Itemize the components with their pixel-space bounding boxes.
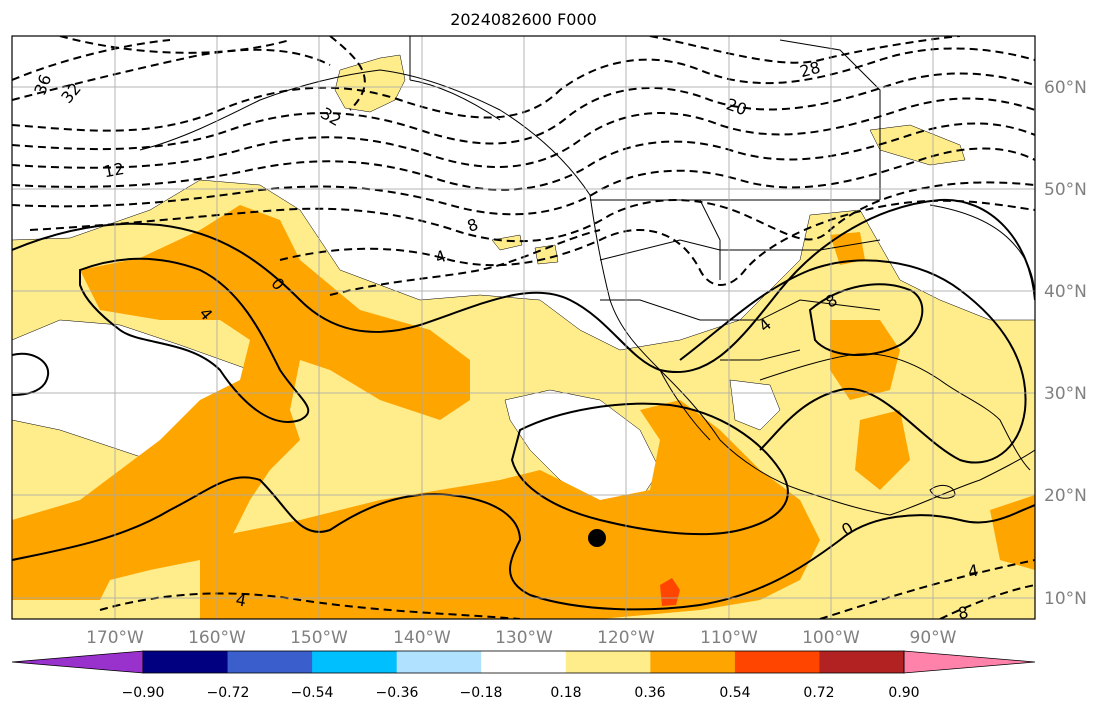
colorbar-segment (481, 651, 567, 673)
contour-label: 8 (957, 603, 970, 623)
colorbar-tick-label: 0.72 (803, 685, 834, 701)
colorbar-tick-label: 0.90 (888, 685, 919, 701)
colorbar-segment (312, 651, 398, 673)
lon-label: 120°W (597, 628, 655, 648)
orange-gulf (855, 410, 910, 490)
colorbar-ticks: −0.90 −0.72 −0.54 −0.36 −0.18 0.18 0.36 … (122, 685, 920, 701)
coastlines (139, 36, 1035, 516)
lon-label: 160°W (188, 628, 246, 648)
map-frame (11, 35, 1036, 620)
orange-north (12, 205, 470, 600)
contour-label: 12 (102, 159, 125, 181)
lat-label: 10°N (1044, 589, 1087, 609)
contour-label: 4 (967, 561, 980, 581)
storm-center-marker (588, 529, 606, 547)
lat-label: 60°N (1044, 78, 1087, 98)
lat-label: 50°N (1044, 180, 1087, 200)
lon-label: 100°W (802, 628, 860, 648)
lon-label: 110°W (700, 628, 758, 648)
colorbar-tick-label: 0.18 (550, 685, 581, 701)
colorbar-tick-label: 0.36 (634, 685, 665, 701)
gridlines (12, 36, 1035, 619)
colorbar-tick-label: −0.90 (122, 685, 165, 701)
colorbar-tick-label: −0.36 (376, 685, 419, 701)
colorbar-tick-label: −0.72 (207, 685, 250, 701)
orange-carib (990, 495, 1035, 570)
colorbar-segment (650, 651, 736, 673)
lon-label: 170°W (86, 628, 144, 648)
colorbar-segment (734, 651, 820, 673)
contour-label: 28 (798, 58, 823, 82)
colorbar-segment (396, 651, 482, 673)
lon-label: 150°W (290, 628, 348, 648)
orange-south (200, 400, 820, 619)
contour-zero-west (12, 352, 50, 396)
colorbar-segment (819, 651, 905, 673)
lat-label: 20°N (1044, 486, 1087, 506)
contour-zero-north (12, 198, 1035, 373)
colorbar-tick-label: −0.54 (291, 685, 334, 701)
fill-red (660, 578, 680, 606)
lon-labels: 170°W 160°W 150°W 140°W 130°W 120°W 110°… (86, 628, 957, 648)
lat-label: 30°N (1044, 384, 1087, 404)
fill-orange (12, 205, 1035, 619)
colorbar-frame (142, 650, 905, 674)
lon-label: 90°W (910, 628, 957, 648)
contour-eight-east (808, 283, 924, 356)
colorbar-segment (143, 651, 229, 673)
contour-four-west (79, 257, 310, 423)
contour-zero-south (12, 476, 1035, 611)
colorbar-extend-high (903, 650, 1036, 674)
lon-label: 140°W (393, 628, 451, 648)
fill-yellow-nw (334, 54, 406, 113)
contour-zero-central (510, 402, 789, 536)
lon-label: 130°W (495, 628, 553, 648)
colorbar-tick-label: −0.18 (460, 685, 503, 701)
lat-label: 40°N (1044, 282, 1087, 302)
map-title: 2024082600 F000 (450, 10, 597, 29)
colorbar-segment (565, 651, 651, 673)
contour-four-east (679, 259, 1027, 464)
colorbar-boxes (11, 650, 1036, 674)
colorbar-tick-label: 0.54 (719, 685, 750, 701)
orange-north-ne (830, 232, 865, 265)
fill-yellow-island1 (491, 234, 523, 251)
orange-east (830, 320, 900, 400)
colorbar-segment (227, 651, 313, 673)
lat-labels: 60°N 50°N 40°N 30°N 20°N 10°N (1044, 78, 1087, 609)
solid-contours (12, 198, 1035, 611)
colorbar-extend-low (11, 650, 144, 674)
contour-label: 4 (234, 590, 247, 610)
